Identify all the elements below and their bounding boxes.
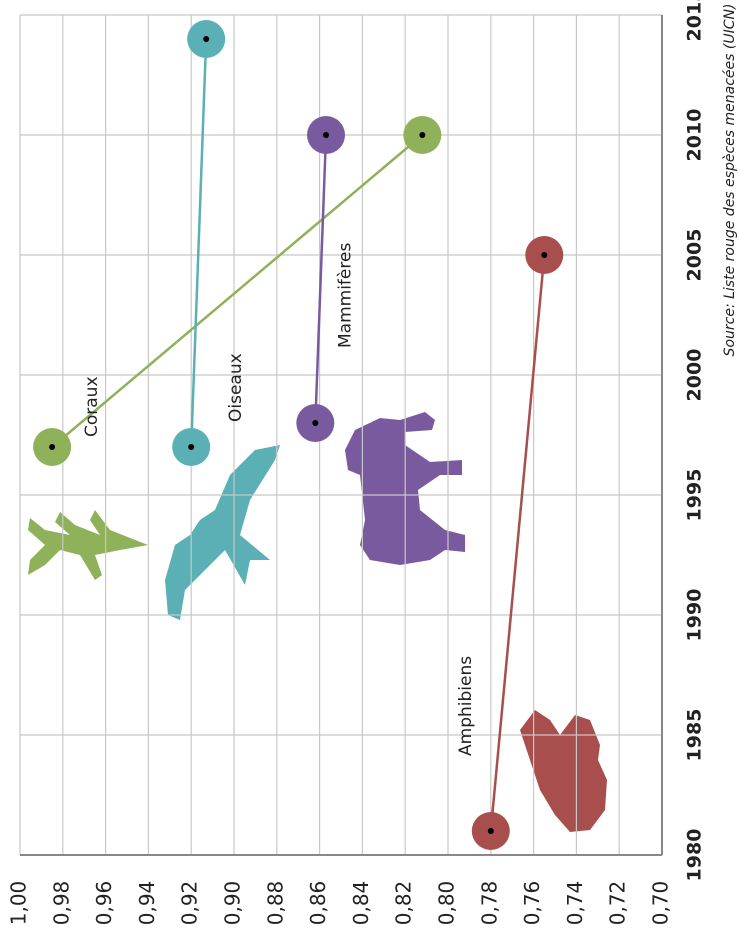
y-tick-label: 0,76	[520, 881, 544, 926]
grid: 1,00 0,98 0,96 0,94 0,92 0,90 0,88 0,86 0,84 0,82…	[7, 0, 706, 925]
point-dot	[487, 828, 494, 834]
silhouettes	[28, 412, 607, 832]
x-tick-label: 2015	[684, 0, 706, 41]
source: Source: Liste rouge des espèces menacées…	[722, 4, 738, 357]
series-line	[51, 134, 424, 448]
y-tick-label: 0,78	[477, 881, 501, 926]
y-tick-label: 0,72	[606, 881, 630, 926]
y-tick-label: 0,96	[92, 881, 116, 926]
y-tick-label: 0,86	[306, 881, 330, 926]
y-tick-label: 0,92	[178, 881, 202, 926]
x-tick-label: 2010	[684, 109, 706, 162]
x-tick-label: 1995	[684, 469, 706, 522]
y-tick-label: 0,84	[349, 881, 373, 926]
y-tick-label: 0,88	[263, 881, 287, 926]
marks: Coraux Oiseaux Mammifères Amphibiens	[33, 20, 564, 850]
x-tick-label: 1985	[684, 709, 706, 762]
coral-icon	[28, 510, 148, 580]
y-tick-label: 0,70	[649, 881, 673, 926]
point-dot	[49, 444, 56, 450]
x-tick-label: 2000	[684, 349, 706, 402]
point-dot	[203, 36, 210, 42]
x-tick-label: 1990	[684, 589, 706, 642]
y-tick-label: 0,74	[563, 881, 587, 926]
point-dot	[419, 132, 426, 138]
point-dot	[188, 444, 195, 450]
series-label: Amphibiens	[456, 656, 476, 756]
series-line	[314, 134, 328, 424]
point-dot	[541, 252, 548, 258]
series-label: Mammifères	[335, 243, 355, 348]
x-tick-label: 2005	[684, 229, 706, 282]
series-label: Coraux	[82, 376, 102, 437]
y-tick-label: 0,82	[392, 881, 416, 926]
series-line	[189, 38, 208, 448]
y-tick-label: 0,80	[435, 881, 459, 926]
series-label: Oiseaux	[226, 353, 246, 422]
bird-icon	[165, 445, 280, 620]
y-tick-label: 0,98	[49, 881, 73, 926]
y-tick-label: 0,90	[221, 881, 245, 926]
point-dot	[312, 420, 319, 426]
y-tick-label: 0,94	[135, 881, 159, 926]
amphibian-icon	[520, 710, 607, 832]
y-tick-label: 1,00	[7, 881, 31, 926]
x-tick-label: 1980	[684, 829, 706, 882]
point-dot	[323, 132, 330, 138]
series-line	[489, 254, 546, 832]
